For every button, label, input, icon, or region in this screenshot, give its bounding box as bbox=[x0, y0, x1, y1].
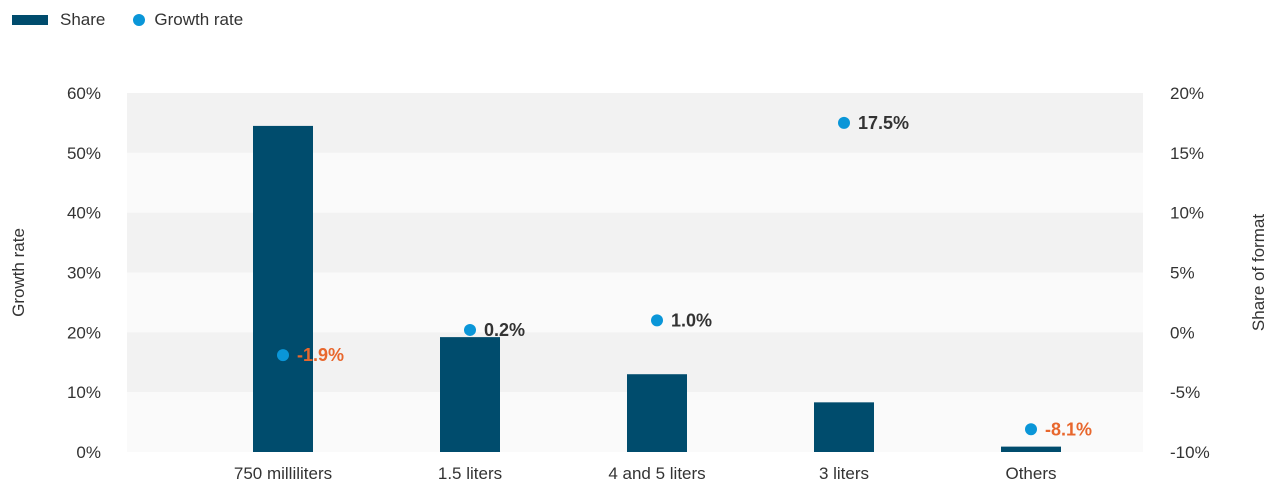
legend-item-share: Share bbox=[12, 10, 105, 30]
growth-rate-point bbox=[1025, 423, 1037, 436]
growth-rate-label: -8.1% bbox=[1045, 419, 1092, 439]
right-axis-tick-label: 10% bbox=[1170, 204, 1204, 223]
right-axis-tick-label: 20% bbox=[1170, 84, 1204, 103]
left-axis-tick-label: 50% bbox=[67, 144, 101, 163]
share-bar bbox=[814, 402, 874, 452]
left-axis-tick-label: 40% bbox=[67, 204, 101, 223]
right-axis-tick-label: 0% bbox=[1170, 323, 1195, 342]
growth-rate-point bbox=[651, 314, 663, 327]
legend-item-growth: Growth rate bbox=[133, 10, 243, 30]
share-bar bbox=[253, 125, 313, 453]
growth-rate-point bbox=[277, 349, 289, 362]
share-bar bbox=[440, 337, 500, 452]
category-label: Others bbox=[1005, 464, 1056, 483]
category-label: 750 milliliters bbox=[234, 464, 332, 483]
right-axis-tick-label: -10% bbox=[1170, 443, 1210, 462]
legend-label-growth: Growth rate bbox=[154, 10, 244, 29]
left-axis-tick-label: 0% bbox=[76, 443, 101, 462]
share-bar bbox=[1001, 446, 1061, 452]
legend-swatch-growth bbox=[133, 14, 146, 26]
category-label: 1.5 liters bbox=[438, 464, 502, 483]
left-axis-tick-label: 20% bbox=[67, 323, 101, 342]
right-axis-tick-label: 15% bbox=[1170, 144, 1204, 163]
growth-rate-label: 0.2% bbox=[484, 320, 525, 340]
right-axis-tick-label: -5% bbox=[1170, 383, 1200, 402]
legend-label-share: Share bbox=[60, 10, 106, 29]
category-label: 3 liters bbox=[819, 464, 869, 483]
growth-rate-label: -1.9% bbox=[297, 345, 344, 365]
growth-rate-point bbox=[838, 116, 850, 129]
left-axis-tick-label: 30% bbox=[67, 264, 101, 283]
share-bar bbox=[627, 374, 687, 452]
growth-rate-point bbox=[464, 323, 476, 336]
category-label: 4 and 5 liters bbox=[608, 464, 705, 483]
left-axis-tick-label: 60% bbox=[67, 84, 101, 103]
legend: Share Growth rate bbox=[12, 10, 271, 30]
left-axis-title: Growth rate bbox=[9, 228, 28, 317]
growth-rate-label: 17.5% bbox=[858, 113, 909, 133]
legend-swatch-share bbox=[12, 15, 48, 25]
right-axis-title: Share of format bbox=[1249, 214, 1268, 331]
right-axis-tick-label: 5% bbox=[1170, 264, 1195, 283]
left-axis-tick-label: 10% bbox=[67, 383, 101, 402]
growth-rate-label: 1.0% bbox=[671, 310, 712, 330]
